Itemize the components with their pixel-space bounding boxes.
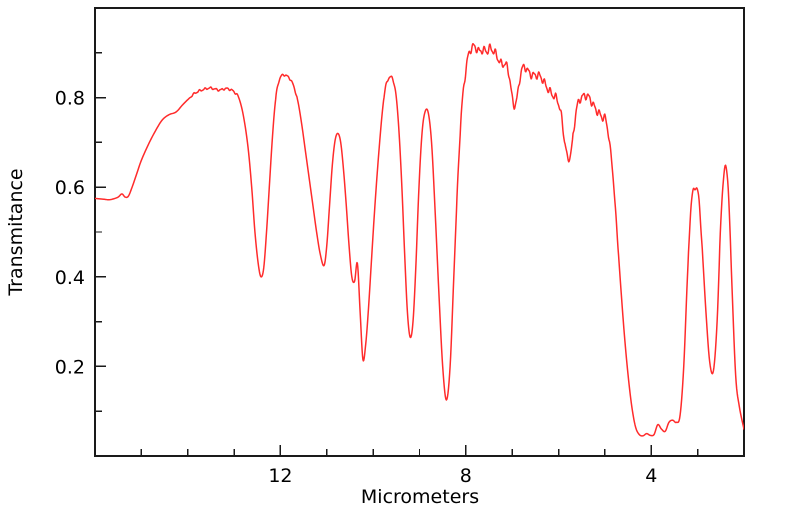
x-axis-tick-labels: 12 8 4 [268, 465, 657, 487]
y-axis-minor-ticks [95, 52, 102, 412]
x-tick-label: 4 [645, 465, 657, 487]
y-axis-title: Transmitance [5, 168, 27, 296]
spectrum-series-group [95, 42, 744, 437]
x-tick-label: 8 [460, 465, 472, 487]
x-axis-major-ticks [279, 445, 653, 456]
y-tick-label: 0.4 [55, 267, 85, 289]
plot-frame [94, 7, 745, 457]
y-axis-major-ticks [95, 96, 106, 368]
x-axis-title: Micrometers [361, 486, 479, 508]
y-tick-label: 0.6 [55, 177, 85, 199]
y-tick-label: 0.2 [55, 356, 85, 378]
y-axis-tick-labels: 0.2 0.4 0.6 0.8 [55, 88, 85, 379]
x-axis-minor-ticks [140, 449, 699, 456]
spectrum-line [95, 42, 744, 437]
x-tick-label: 12 [268, 465, 292, 487]
y-tick-label: 0.8 [55, 88, 85, 110]
